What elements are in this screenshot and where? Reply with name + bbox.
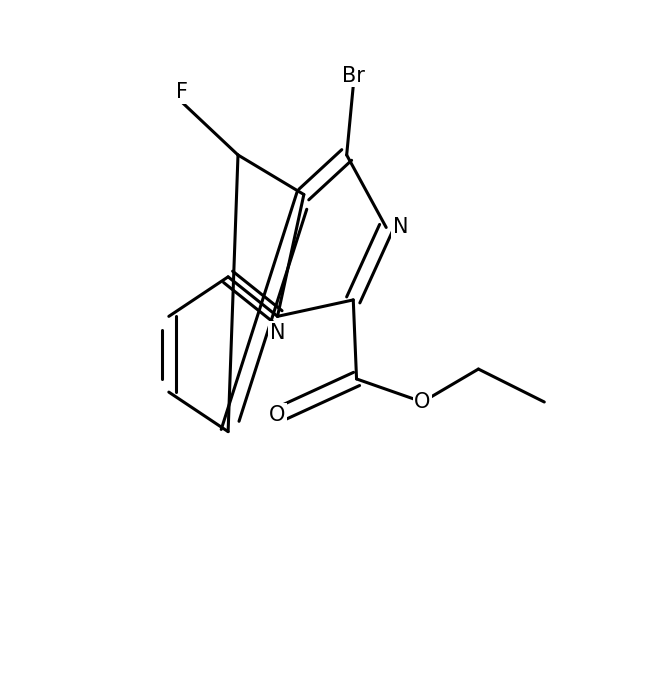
Text: N: N [269,323,285,343]
Text: F: F [176,82,188,102]
Text: O: O [269,405,285,425]
Text: O: O [414,392,431,412]
Text: Br: Br [342,66,365,86]
Text: N: N [393,217,408,237]
